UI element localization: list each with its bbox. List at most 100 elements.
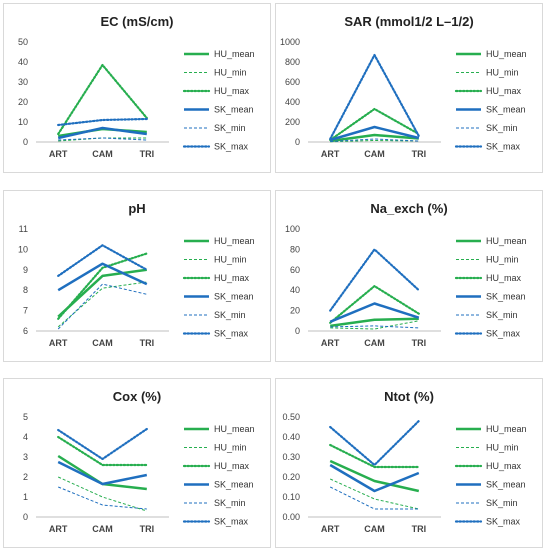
x-tick-label: ART — [49, 149, 68, 159]
y-tick-label: 100 — [285, 224, 300, 234]
series-line-sk-mean — [57, 126, 147, 140]
series-line-sk-max — [57, 117, 148, 127]
series-line-hu-max — [329, 443, 420, 469]
y-tick-label: 10 — [18, 117, 28, 127]
x-tick-label: TRI — [140, 338, 155, 348]
legend-label: HU_max — [214, 273, 250, 283]
legend-label: SK_min — [486, 498, 518, 508]
x-tick-label: ART — [321, 524, 340, 534]
legend-label: HU_max — [486, 273, 522, 283]
legend-label: HU_max — [486, 86, 522, 96]
series-line-sk-mean — [329, 463, 420, 493]
series-line-sk-mean — [57, 262, 148, 292]
series-line-hu-min — [329, 478, 419, 510]
x-tick-label: TRI — [412, 524, 427, 534]
chart-title: pH — [128, 201, 145, 216]
chart-svg: Cox (%) 0 1 2 3 4 5 ART CAM TRI HU_mean HU_min HU_ma… — [23, 389, 255, 534]
y-tick-label: 11 — [19, 224, 28, 234]
legend-label: SK_min — [214, 310, 246, 320]
chart-panel-ec: EC (mS/cm) 0 10 20 30 40 50 ART CAM TRI HU_mean HU_… — [3, 3, 271, 173]
y-tick-label: 600 — [285, 77, 300, 87]
x-tick-label: CAM — [92, 338, 113, 348]
legend-label: HU_min — [214, 255, 247, 265]
legend-label: SK_mean — [214, 480, 254, 490]
chart-svg: pH 6 7 8 9 10 11 ART CAM TRI HU_mean HU_min HU_max SK… — [18, 201, 255, 348]
y-tick-label: 5 — [23, 412, 28, 422]
y-tick-label: 800 — [285, 57, 300, 67]
chart-legend: HU_mean HU_min HU_max SK_mean SK_min SK_max — [454, 424, 527, 527]
legend-label: HU_mean — [214, 424, 255, 434]
chart-legend: HU_mean HU_min HU_max SK_mean SK_min SK_max — [454, 49, 527, 152]
legend-label: SK_max — [214, 329, 249, 339]
legend-label: HU_mean — [486, 236, 527, 246]
series-line-sk-max — [329, 419, 420, 467]
legend-label: HU_mean — [214, 236, 255, 246]
series-line-hu-min — [57, 476, 147, 512]
y-tick-label: 80 — [290, 244, 300, 254]
x-tick-label: TRI — [140, 524, 155, 534]
x-tick-label: CAM — [92, 524, 113, 534]
chart-svg: SAR (mmol1/2 L–1/2) 0 200 400 600 800 1000 ART C… — [280, 14, 527, 159]
y-tick-label: 10 — [18, 244, 28, 254]
chart-legend: HU_mean HU_min HU_max SK_mean SK_min SK_max — [454, 236, 527, 339]
legend-label: HU_mean — [486, 424, 527, 434]
x-tick-label: ART — [321, 149, 340, 159]
x-tick-label: ART — [49, 524, 68, 534]
chart-legend: HU_mean HU_min HU_max SK_mean SK_min SK_max — [182, 236, 255, 339]
legend-label: HU_min — [486, 255, 519, 265]
y-tick-label: 0.00 — [282, 512, 300, 522]
x-tick-label: TRI — [140, 149, 155, 159]
y-tick-label: 4 — [23, 432, 28, 442]
x-tick-label: CAM — [364, 149, 385, 159]
legend-label: SK_min — [486, 310, 518, 320]
chart-title: SAR (mmol1/2 L–1/2) — [344, 14, 473, 29]
series-line-hu-max — [329, 107, 420, 142]
y-tick-label: 0 — [23, 137, 28, 147]
y-tick-label: 1000 — [280, 37, 300, 47]
x-tick-label: CAM — [92, 149, 113, 159]
series-line-sk-max — [57, 244, 148, 278]
y-tick-label: 9 — [23, 265, 28, 275]
series-line-hu-mean — [330, 317, 419, 328]
legend-label: HU_max — [486, 461, 522, 471]
y-tick-label: 0.50 — [282, 412, 300, 422]
y-tick-label: 6 — [23, 326, 28, 336]
chart-legend: HU_mean HU_min HU_max SK_mean SK_min SK_max — [182, 424, 255, 527]
legend-label: SK_mean — [486, 105, 526, 115]
chart-title: Na_exch (%) — [370, 201, 447, 216]
legend-label: HU_min — [486, 68, 519, 78]
x-tick-label: TRI — [412, 149, 427, 159]
chart-panel-cox: Cox (%) 0 1 2 3 4 5 ART CAM TRI HU_mean HU_min HU_ma… — [3, 378, 271, 548]
chart-title: Ntot (%) — [384, 389, 434, 404]
legend-label: SK_mean — [214, 105, 254, 115]
y-tick-label: 20 — [18, 97, 28, 107]
series-line-hu-max — [57, 435, 148, 467]
series-line-sk-min — [329, 486, 419, 510]
series-line-sk-min — [330, 325, 419, 329]
series-line-sk-mean — [329, 125, 420, 142]
y-tick-label: 400 — [285, 97, 300, 107]
y-tick-label: 0.10 — [282, 492, 300, 502]
legend-label: SK_mean — [486, 480, 526, 490]
x-tick-label: CAM — [364, 524, 385, 534]
legend-label: SK_mean — [486, 292, 526, 302]
series-line-sk-mean — [329, 302, 420, 323]
chart-panel-ntot: Ntot (%) 0.00 0.10 0.20 0.30 0.40 0.50 ART CAM TR… — [275, 378, 543, 548]
legend-label: HU_min — [214, 443, 247, 453]
series-line-sk-max — [329, 53, 420, 141]
chart-panel-ph: pH 6 7 8 9 10 11 ART CAM TRI HU_mean HU_min HU_max SK… — [3, 190, 271, 362]
series-line-sk-max — [57, 427, 148, 461]
legend-label: HU_min — [214, 68, 247, 78]
chart-panel-na-exch: Na_exch (%) 0 20 40 60 80 100 ART CAM TRI HU_mean H… — [275, 190, 543, 362]
series-line-sk-max — [329, 248, 420, 312]
y-tick-label: 1 — [23, 492, 28, 502]
series-line-sk-min — [57, 283, 147, 330]
legend-label: SK_max — [486, 329, 521, 339]
y-tick-label: 40 — [290, 285, 300, 295]
y-tick-label: 0 — [295, 326, 300, 336]
legend-label: SK_max — [214, 517, 249, 527]
x-tick-label: TRI — [412, 338, 427, 348]
series-line-hu-max — [57, 63, 148, 136]
